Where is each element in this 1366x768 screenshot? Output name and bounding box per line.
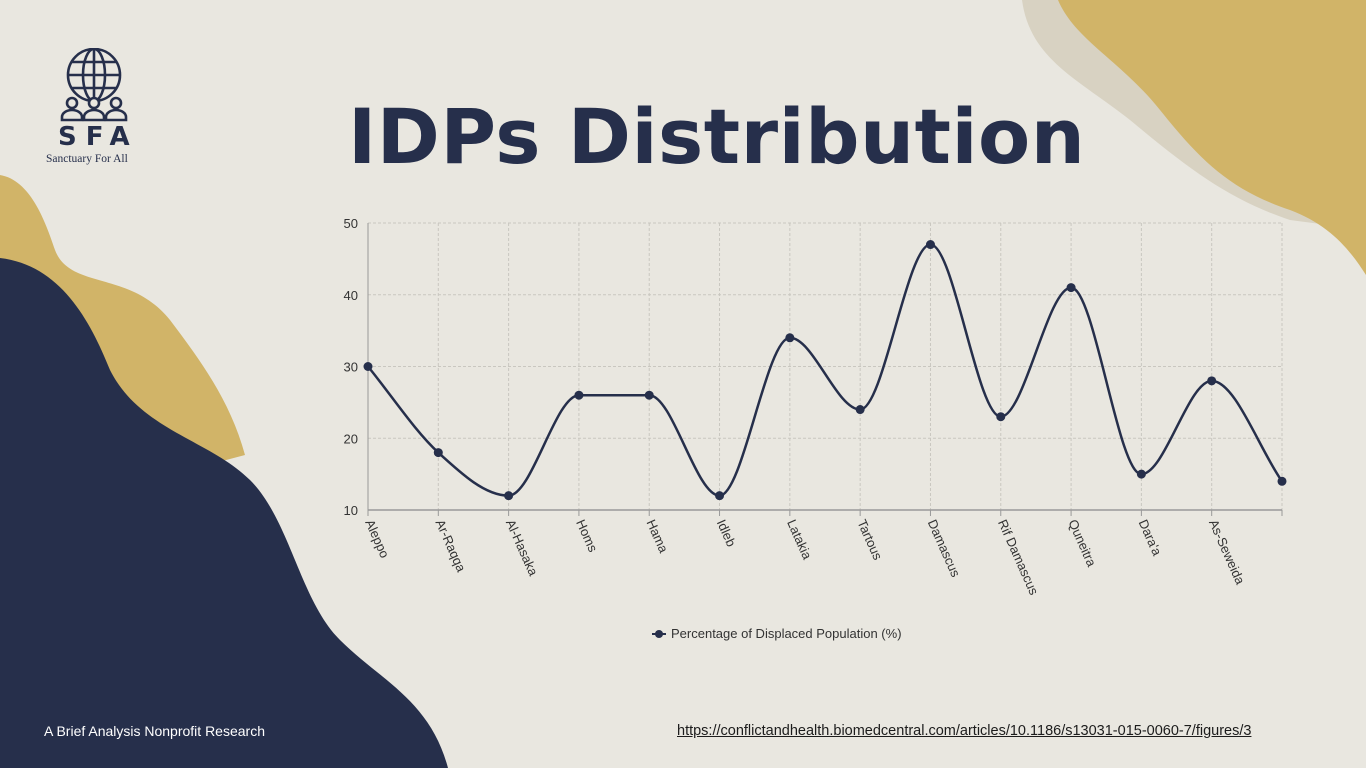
x-tick-label: Damascus — [925, 517, 964, 580]
chart-legend: Percentage of Displaced Population (%) — [652, 626, 902, 641]
x-tick-label: Aleppo — [362, 517, 392, 560]
x-tick-label: Dara'a — [1136, 517, 1165, 558]
data-point — [363, 362, 373, 371]
data-point — [925, 240, 935, 250]
data-point — [715, 491, 725, 501]
x-tick-label: Latakia — [784, 517, 815, 562]
x-tick-label: Rif Damascus — [995, 517, 1042, 597]
page-title: IDPs Distribution — [348, 92, 1086, 181]
x-tick-label: Idleb — [714, 517, 739, 549]
data-point — [1277, 476, 1287, 486]
logo-initials: SFA — [58, 122, 139, 152]
globe-people-logo-icon — [60, 48, 128, 122]
data-point — [785, 333, 795, 343]
gold-blob-top-right — [1058, 0, 1366, 275]
y-tick-label: 40 — [344, 288, 358, 303]
data-point — [996, 412, 1006, 422]
data-point — [574, 390, 584, 400]
data-point — [1136, 469, 1146, 479]
x-tick-label: Tartous — [854, 517, 885, 563]
logo-name: Sanctuary For All — [46, 153, 128, 165]
y-tick-label: 30 — [344, 360, 358, 375]
y-tick-label: 20 — [344, 431, 358, 446]
data-point — [433, 448, 443, 458]
navy-blob-left — [0, 258, 448, 768]
data-point — [1207, 376, 1217, 386]
x-tick-label: Al-Hasaka — [503, 517, 541, 579]
x-tick-label: Ar-Raqqa — [433, 517, 470, 575]
data-point — [1066, 283, 1076, 293]
y-tick-label: 50 — [344, 216, 358, 231]
legend-marker-icon — [652, 629, 666, 638]
footer-caption: A Brief Analysis Nonprofit Research — [44, 723, 265, 739]
x-tick-label: Homs — [573, 517, 601, 555]
x-tick-label: As-Seweida — [1206, 517, 1248, 587]
y-tick-label: 10 — [344, 503, 358, 518]
x-tick-label: Hama — [643, 517, 671, 555]
data-point — [504, 491, 514, 501]
data-point — [855, 405, 865, 415]
x-tick-label: Quneitra — [1065, 517, 1099, 569]
legend-label: Percentage of Displaced Population (%) — [671, 626, 902, 641]
source-link[interactable]: https://conflictandhealth.biomedcentral.… — [677, 723, 1252, 739]
data-point — [644, 390, 654, 400]
series-line — [367, 243, 1284, 497]
